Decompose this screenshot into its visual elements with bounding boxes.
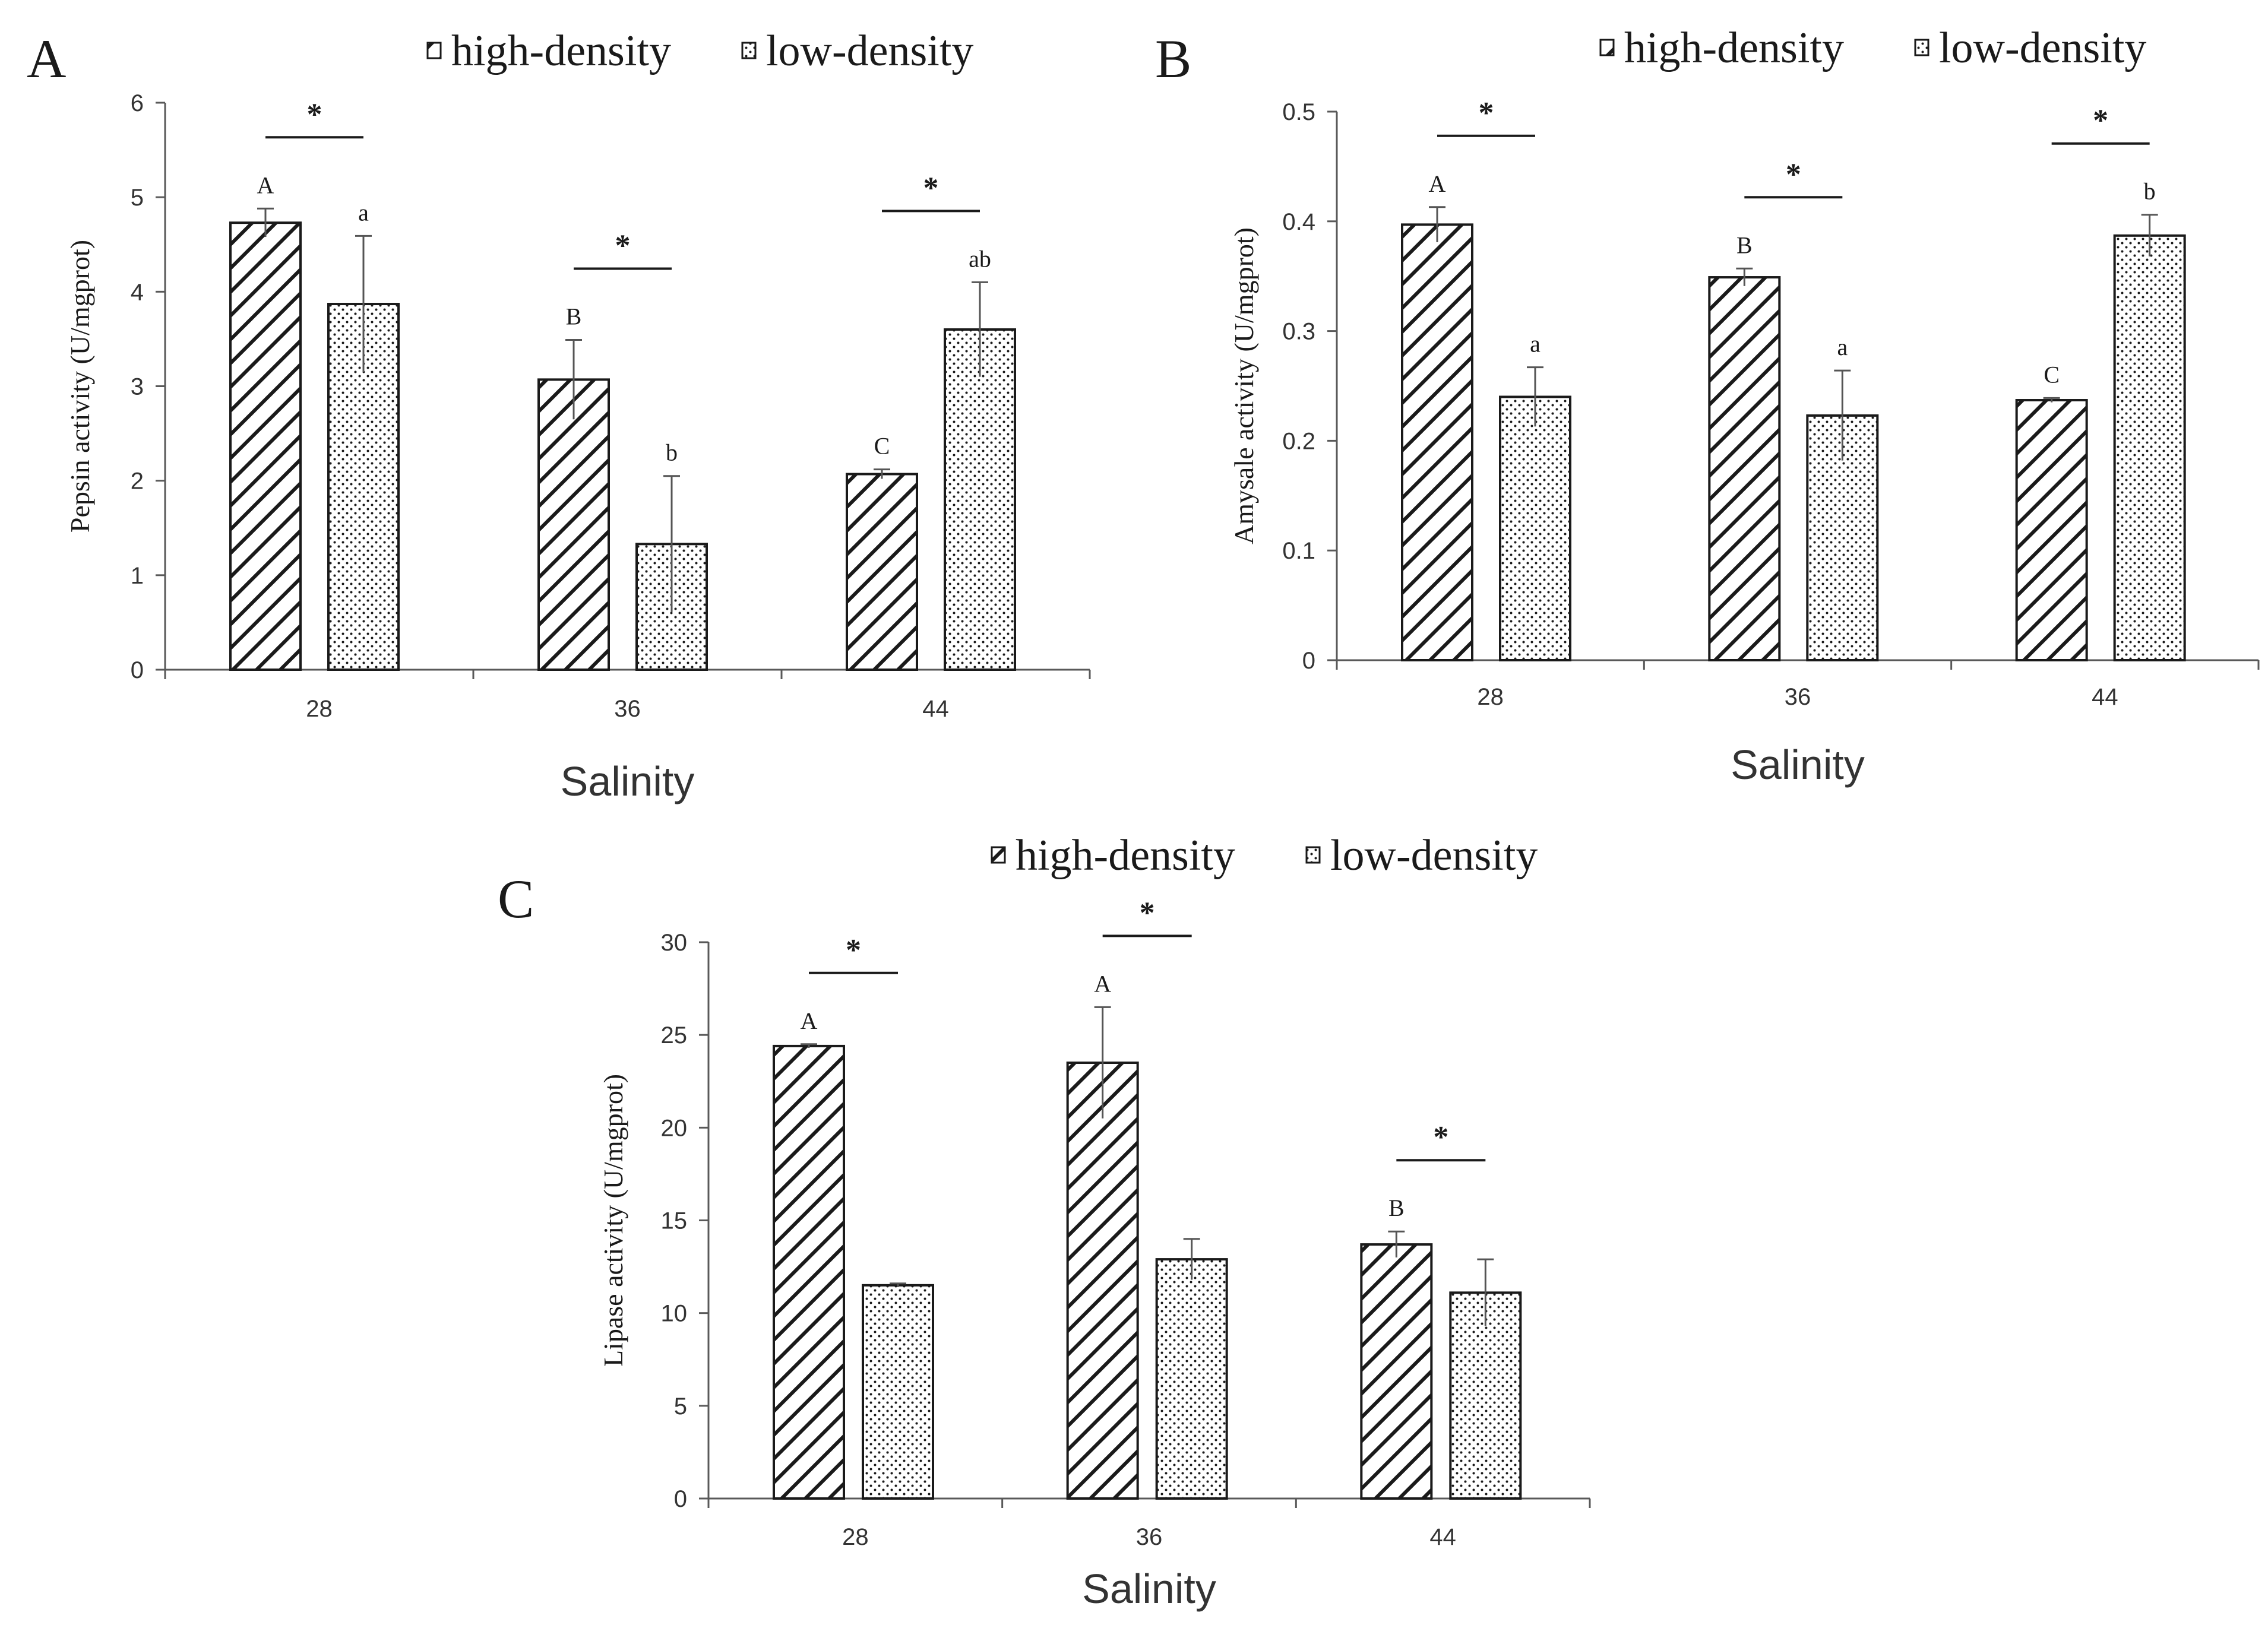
significance-letter: B bbox=[1736, 232, 1753, 258]
x-tick-label: 44 bbox=[2092, 684, 2118, 710]
bar bbox=[846, 473, 918, 671]
y-tick-label: 0.4 bbox=[1282, 209, 1315, 235]
x-tick-label: 28 bbox=[842, 1524, 869, 1550]
significance-letter: a bbox=[1837, 334, 1848, 360]
significance-star: * bbox=[307, 97, 322, 131]
significance-star: * bbox=[615, 229, 631, 263]
significance-letter: C bbox=[874, 433, 890, 460]
y-tick-label: 0.2 bbox=[1282, 428, 1315, 454]
significance-letter: C bbox=[2044, 361, 2060, 388]
legend: high-density low-density bbox=[1599, 24, 2146, 72]
y-tick-label: 4 bbox=[131, 279, 144, 305]
x-axis-label: Salinity bbox=[1082, 1566, 1216, 1612]
bar bbox=[1708, 276, 1781, 662]
y-tick-label: 25 bbox=[661, 1022, 688, 1048]
y-tick-label: 0.1 bbox=[1282, 538, 1315, 564]
legend-label-high: high-density bbox=[1624, 24, 1844, 72]
significance-letter: B bbox=[1388, 1195, 1405, 1221]
x-tick-label: 44 bbox=[922, 696, 949, 722]
bar bbox=[537, 378, 610, 671]
y-tick-label: 10 bbox=[661, 1301, 688, 1327]
significance-star: * bbox=[1433, 1120, 1448, 1154]
x-tick-label: 36 bbox=[614, 696, 641, 722]
y-tick-label: 3 bbox=[131, 374, 144, 400]
significance-letter: A bbox=[1429, 170, 1446, 197]
legend-swatch-low-icon bbox=[741, 42, 757, 59]
significance-star: * bbox=[2093, 104, 2108, 138]
y-tick-label: 1 bbox=[131, 563, 144, 589]
y-tick-label: 0 bbox=[131, 657, 144, 683]
x-tick-label: 28 bbox=[1477, 684, 1504, 710]
significance-letter: a bbox=[1530, 331, 1541, 357]
y-tick-label: 2 bbox=[131, 468, 144, 495]
bar bbox=[2113, 234, 2186, 662]
legend-label-low: low-density bbox=[766, 27, 973, 75]
legend-swatch-low-icon bbox=[1305, 846, 1321, 864]
y-tick-label: 0 bbox=[674, 1486, 687, 1512]
significance-letter: A bbox=[257, 172, 274, 198]
legend-swatch-low-icon bbox=[1914, 39, 1929, 56]
legend-swatch-high-icon bbox=[1599, 39, 1615, 56]
significance-letter: b bbox=[666, 439, 678, 466]
y-tick-label: 5 bbox=[674, 1393, 687, 1420]
panel-label: A bbox=[27, 28, 66, 89]
legend-swatch-high-icon bbox=[426, 42, 442, 59]
y-tick-label: 6 bbox=[131, 90, 144, 116]
significance-star: * bbox=[1479, 96, 1494, 130]
x-tick-label: 44 bbox=[1429, 1524, 1456, 1550]
bar bbox=[2015, 399, 2088, 661]
panel-label: C bbox=[498, 869, 534, 929]
y-tick-label: 30 bbox=[661, 930, 688, 956]
y-tick-label: 20 bbox=[661, 1115, 688, 1141]
significance-star: * bbox=[1140, 896, 1155, 930]
significance-star: * bbox=[1786, 157, 1801, 191]
x-axis-label: Salinity bbox=[1731, 742, 1865, 788]
x-tick-label: 36 bbox=[1785, 684, 1811, 710]
x-tick-label: 36 bbox=[1136, 1524, 1163, 1550]
x-axis-label: Salinity bbox=[561, 758, 695, 804]
significance-letter: b bbox=[2144, 178, 2156, 205]
legend-swatch-high-icon bbox=[991, 846, 1006, 864]
legend: high-density low-density bbox=[426, 27, 973, 75]
y-tick-label: 0.5 bbox=[1282, 99, 1315, 125]
significance-letter: a bbox=[358, 199, 369, 226]
y-tick-label: 15 bbox=[661, 1208, 688, 1234]
significance-star: * bbox=[923, 171, 939, 205]
bar bbox=[944, 328, 1016, 671]
y-axis-label: Lipase activity (U/mgprot) bbox=[598, 1074, 628, 1367]
bar bbox=[862, 1284, 934, 1500]
y-axis-label: Pepsin activity (U/mgprot) bbox=[65, 240, 95, 533]
legend: high-density low-density bbox=[991, 831, 1538, 880]
legend-label-high: high-density bbox=[451, 27, 671, 75]
y-axis-label: Amysale activity (U/mgprot) bbox=[1229, 227, 1259, 544]
bar bbox=[229, 221, 302, 671]
significance-letter: A bbox=[801, 1008, 818, 1034]
x-tick-label: 28 bbox=[306, 696, 333, 722]
y-tick-label: 5 bbox=[131, 185, 144, 211]
y-tick-label: 0.3 bbox=[1282, 319, 1315, 345]
bar bbox=[1360, 1243, 1433, 1500]
y-tick-label: 0 bbox=[1302, 648, 1315, 674]
significance-star: * bbox=[846, 933, 861, 967]
bar bbox=[1155, 1258, 1228, 1500]
bar bbox=[1499, 395, 1571, 661]
bar bbox=[1401, 223, 1473, 661]
legend-label-low: low-density bbox=[1939, 24, 2146, 72]
bar bbox=[773, 1044, 845, 1500]
significance-letter: A bbox=[1094, 970, 1111, 997]
bar bbox=[1066, 1062, 1139, 1500]
panel-label: B bbox=[1155, 28, 1191, 89]
legend-label-high: high-density bbox=[1016, 831, 1235, 880]
legend-label-low: low-density bbox=[1330, 831, 1538, 880]
significance-letter: B bbox=[566, 303, 582, 330]
significance-letter: ab bbox=[969, 245, 991, 272]
